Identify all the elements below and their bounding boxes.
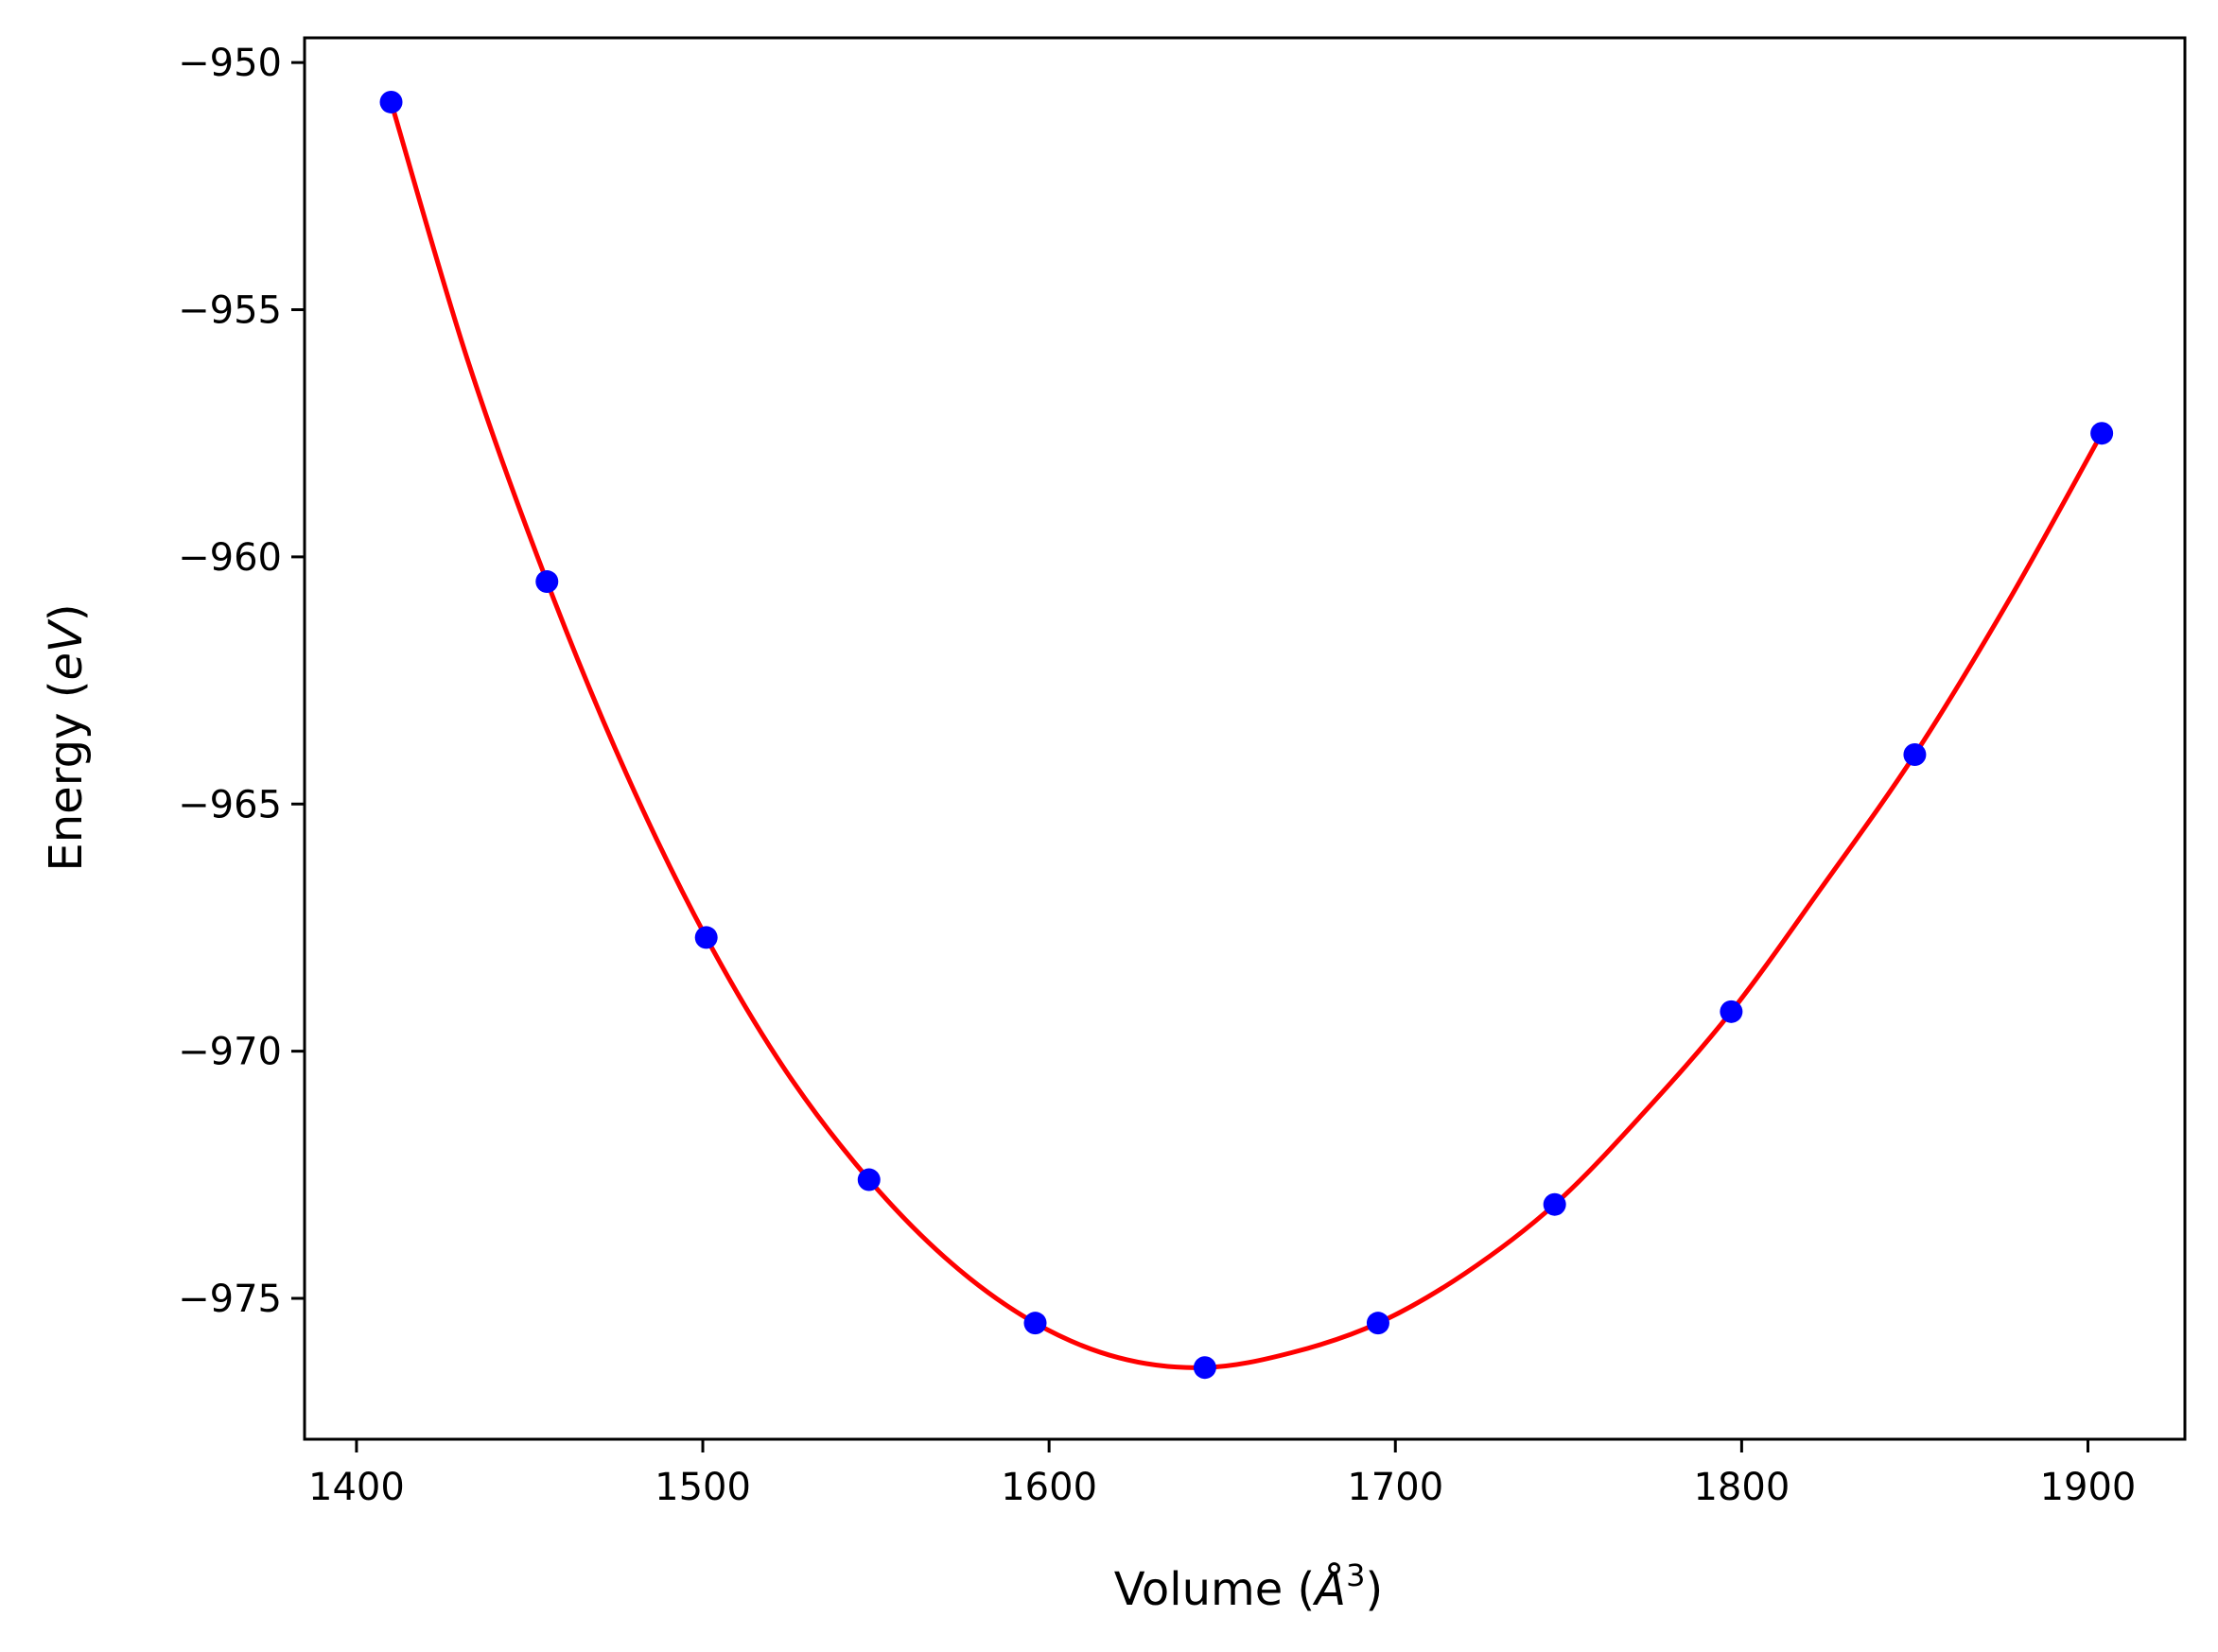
y-tick-label: −955 (178, 289, 282, 333)
x-axis-ticks: 1400 1500 1600 1700 1800 1900 (308, 1439, 2136, 1509)
x-axis-label-exponent: 3 (1346, 1557, 1365, 1593)
data-point (1720, 1000, 1743, 1023)
data-point (694, 926, 718, 949)
x-axis-label-prefix: Volume ( (1114, 1563, 1316, 1616)
x-axis-label: Volume (Å3) (1114, 1557, 1383, 1616)
y-tick-label: −950 (178, 42, 282, 85)
x-tick-label: 1600 (1001, 1466, 1097, 1509)
data-point (1366, 1312, 1389, 1335)
fit-curve-line (389, 101, 2104, 1370)
y-axis-label-suffix: ) (40, 603, 93, 621)
data-point (535, 570, 559, 594)
data-point (1193, 1356, 1216, 1380)
y-axis-label-unit: eV (40, 618, 93, 681)
data-point (2090, 422, 2114, 445)
x-tick-label: 1400 (308, 1466, 405, 1509)
y-axis-ticks: −950 −955 −960 −965 −970 −975 (178, 42, 305, 1321)
data-point (1023, 1312, 1047, 1335)
fit-curve-layer (389, 101, 2104, 1370)
data-point (379, 90, 403, 113)
y-tick-label: −970 (178, 1031, 282, 1074)
x-tick-label: 1500 (655, 1466, 751, 1509)
x-tick-label: 1800 (1693, 1466, 1790, 1509)
plot-area-frame (303, 36, 2187, 1441)
y-axis-label-prefix: Energy ( (40, 681, 93, 872)
y-axis-label: Energy (eV) (40, 603, 93, 871)
data-point (857, 1168, 881, 1191)
y-tick-label: −960 (178, 536, 282, 580)
data-points-layer (379, 90, 2114, 1380)
x-axis-label-unit: Å (1312, 1562, 1346, 1616)
y-tick-label: −965 (178, 783, 282, 826)
y-tick-label: −975 (178, 1278, 282, 1321)
x-tick-label: 1700 (1347, 1466, 1443, 1509)
data-point (1903, 742, 1927, 766)
x-tick-label: 1900 (2040, 1466, 2137, 1509)
x-axis-label-suffix: ) (1365, 1563, 1383, 1616)
data-point (1543, 1192, 1566, 1216)
